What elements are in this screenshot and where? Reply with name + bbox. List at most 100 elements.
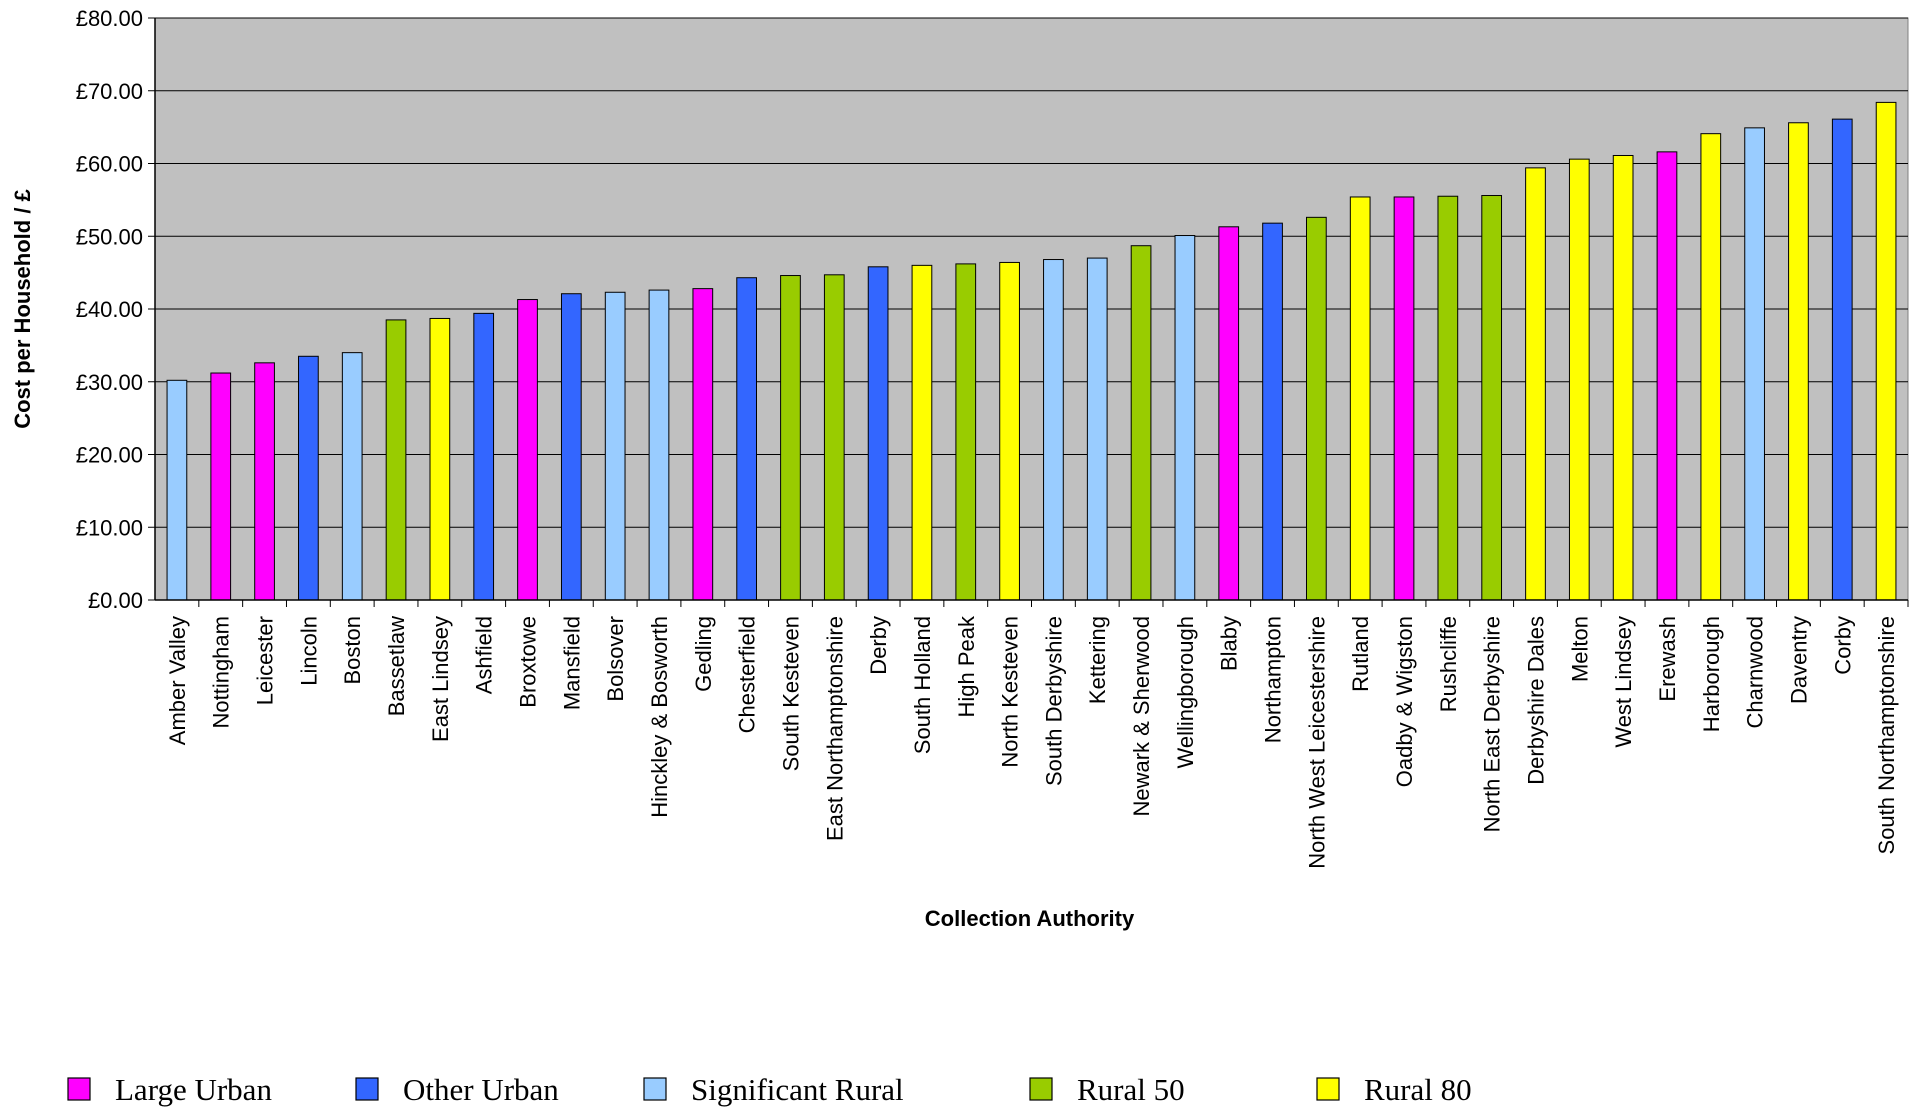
bar xyxy=(341,352,363,601)
y-tick-label: £20.00 xyxy=(76,443,143,468)
x-tick-label: Erewash xyxy=(1655,616,1680,702)
x-tick-label: Lincoln xyxy=(296,616,321,686)
y-tick-label: £60.00 xyxy=(76,152,143,177)
x-tick-label: Daventry xyxy=(1786,616,1811,704)
y-tick-label: £50.00 xyxy=(76,224,143,249)
bar xyxy=(604,291,626,601)
bar xyxy=(1130,245,1152,601)
legend-swatch xyxy=(355,1077,379,1101)
bar xyxy=(1656,151,1678,601)
bar xyxy=(648,289,670,601)
x-tick-label: East Lindsey xyxy=(428,616,453,742)
legend: Large Urban Other Urban Significant Rural R… xyxy=(67,1072,1472,1107)
x-tick-label: Corby xyxy=(1830,616,1855,675)
x-tick-label: Amber Valley xyxy=(165,616,190,745)
bar xyxy=(911,264,933,601)
x-tick-label: Bassetlaw xyxy=(384,616,409,716)
bar xyxy=(1788,122,1809,601)
x-tick-label: Ashfield xyxy=(472,616,497,694)
bar xyxy=(429,317,451,601)
bar xyxy=(1043,259,1064,601)
y-tick-label: £30.00 xyxy=(76,370,143,395)
bar xyxy=(692,288,714,601)
legend-label: Other Urban xyxy=(403,1072,559,1107)
bar xyxy=(254,362,275,601)
y-tick-label: £0.00 xyxy=(88,588,143,613)
x-tick-label: Broxtowe xyxy=(516,616,541,708)
x-tick-label: North East Derbyshire xyxy=(1480,616,1505,832)
x-tick-label: Chesterfield xyxy=(735,616,760,733)
bar xyxy=(1612,154,1634,601)
bar xyxy=(867,266,889,601)
bar xyxy=(1568,158,1590,601)
x-tick-label: Wellingborough xyxy=(1173,616,1198,768)
bar xyxy=(1174,235,1196,601)
x-tick-label: West Lindsey xyxy=(1611,616,1636,748)
x-tick-label: Rutland xyxy=(1348,616,1373,692)
bar xyxy=(736,277,757,601)
bar xyxy=(166,379,188,601)
x-axis: Amber Valley Nottingham Leicester Lincoln Bo… xyxy=(155,599,1909,869)
bar xyxy=(780,275,801,601)
y-tick-label: £80.00 xyxy=(76,6,143,31)
x-tick-label: Northampton xyxy=(1261,616,1286,743)
bar xyxy=(517,299,538,601)
x-tick-label: Oadby & Wigston xyxy=(1392,616,1417,787)
bar xyxy=(1393,196,1415,601)
x-tick-label: South Holland xyxy=(910,616,935,754)
y-tick-label: £10.00 xyxy=(76,515,143,540)
bar xyxy=(1086,257,1108,601)
x-tick-label: South Kesteven xyxy=(778,616,803,771)
legend-label: Large Urban xyxy=(115,1072,272,1107)
legend-label: Rural 80 xyxy=(1364,1072,1472,1107)
x-tick-label: North West Leicestershire xyxy=(1304,616,1329,869)
bar xyxy=(999,261,1020,601)
x-tick-label: Harborough xyxy=(1699,616,1724,732)
legend-swatch xyxy=(67,1077,91,1101)
x-axis-title: Collection Authority xyxy=(925,906,1135,931)
bar xyxy=(1437,195,1459,601)
x-tick-label: Bolsover xyxy=(603,616,628,702)
x-tick-label: Rushcliffe xyxy=(1436,616,1461,712)
bar xyxy=(1218,226,1240,601)
x-tick-label: Boston xyxy=(340,616,365,685)
legend-label: Significant Rural xyxy=(691,1072,904,1107)
legend-swatch xyxy=(1029,1077,1053,1101)
bar xyxy=(1831,118,1853,601)
bar xyxy=(560,293,582,601)
x-tick-label: Nottingham xyxy=(209,616,234,729)
x-tick-label: Derby xyxy=(866,616,891,675)
bar xyxy=(823,274,845,601)
bar xyxy=(1481,195,1503,601)
bar xyxy=(1700,133,1722,601)
x-tick-label: Melton xyxy=(1567,616,1592,682)
x-tick-label: East Northamptonshire xyxy=(822,616,847,841)
legend-label: Rural 50 xyxy=(1077,1072,1185,1107)
x-tick-label: Newark & Sherwood xyxy=(1129,616,1154,817)
x-tick-label: Mansfield xyxy=(559,616,584,710)
x-tick-label: Charnwood xyxy=(1743,616,1768,729)
y-axis-title: Cost per Household / £ xyxy=(10,188,35,428)
y-tick-label: £40.00 xyxy=(76,297,143,322)
bar xyxy=(298,355,319,601)
x-tick-label: Gedling xyxy=(691,616,716,692)
x-tick-label: North Kesteven xyxy=(998,616,1023,768)
bar xyxy=(955,263,977,601)
x-tick-label: Hinckley & Bosworth xyxy=(647,616,672,818)
y-tick-label: £70.00 xyxy=(76,79,143,104)
x-tick-label: South Northamptonshire xyxy=(1874,616,1899,854)
legend-swatch xyxy=(1316,1077,1340,1101)
x-tick-label: Derbyshire Dales xyxy=(1523,616,1548,785)
x-tick-label: Kettering xyxy=(1085,616,1110,704)
bar xyxy=(1875,101,1897,601)
x-tick-label: High Peak xyxy=(954,615,979,718)
bar xyxy=(1349,196,1371,601)
x-tick-label: South Derbyshire xyxy=(1041,616,1066,786)
bar xyxy=(1744,127,1765,601)
bar xyxy=(1525,167,1546,601)
bar xyxy=(473,312,495,601)
bar xyxy=(1306,216,1327,601)
bar xyxy=(385,319,407,601)
legend-swatch xyxy=(643,1077,667,1101)
